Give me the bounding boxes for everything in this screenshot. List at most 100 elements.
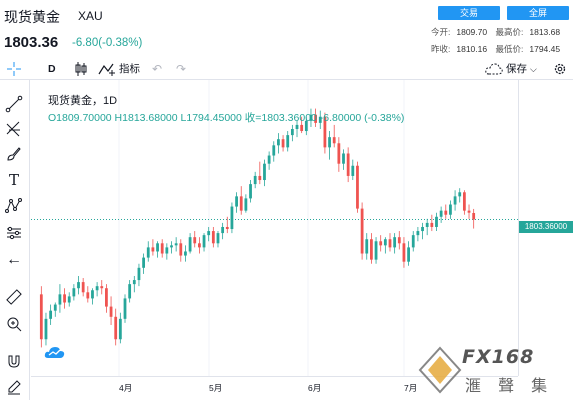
candle bbox=[114, 308, 118, 346]
candle bbox=[58, 284, 62, 313]
open-value: 1809.70 bbox=[456, 27, 488, 37]
candle-body bbox=[142, 257, 145, 268]
back-arrow-icon[interactable]: ← bbox=[6, 251, 22, 268]
brush-icon[interactable] bbox=[4, 144, 24, 164]
candle-body bbox=[235, 196, 238, 207]
candle bbox=[365, 233, 369, 260]
candle bbox=[351, 159, 355, 181]
fib-tool-icon[interactable] bbox=[4, 119, 24, 139]
candle bbox=[458, 188, 462, 203]
magnet-icon[interactable] bbox=[4, 351, 24, 371]
candle-body bbox=[356, 165, 359, 209]
candle-body bbox=[146, 247, 150, 258]
candle-body bbox=[286, 135, 290, 148]
cloud-icon[interactable] bbox=[484, 61, 504, 77]
candle bbox=[100, 280, 104, 295]
chart-toolbar: D 指标 ↶ ↷ 保存 ⌵ bbox=[0, 58, 573, 80]
chart-legend-ohlc: O1809.70000 H1813.68000 L1794.45000 收=18… bbox=[48, 112, 405, 124]
low-label: 最低价: bbox=[495, 44, 524, 54]
candle-body bbox=[304, 120, 308, 132]
candle bbox=[300, 116, 304, 134]
settings-gear-icon[interactable] bbox=[553, 61, 567, 77]
crosshair-icon[interactable] bbox=[5, 60, 23, 78]
candle bbox=[216, 231, 220, 248]
candle bbox=[383, 237, 387, 254]
candle bbox=[211, 226, 215, 248]
candle bbox=[309, 108, 313, 127]
lock-pencil-icon[interactable] bbox=[4, 377, 24, 397]
quote-row-2: 昨收: 1810.16 最低价: 1794.45 bbox=[431, 43, 566, 55]
candle-body bbox=[156, 243, 159, 252]
candle-body bbox=[63, 294, 66, 303]
month-label-apr: 4月 bbox=[119, 383, 133, 393]
candle bbox=[253, 171, 257, 189]
candle bbox=[281, 135, 285, 152]
symbol-header: 现货黄金 XAU 1803.36 -6.80(-0.38%) 交易 全屏 今开:… bbox=[0, 0, 573, 58]
candle bbox=[449, 200, 452, 219]
undo-icon[interactable]: ↶ bbox=[152, 62, 163, 76]
candle-body bbox=[383, 239, 387, 246]
candle-body bbox=[281, 139, 285, 148]
interval-button[interactable]: D bbox=[48, 63, 56, 75]
candle bbox=[425, 218, 429, 236]
ruler-icon[interactable] bbox=[4, 287, 24, 307]
fullscreen-button[interactable]: 全屏 bbox=[507, 6, 569, 20]
candle bbox=[462, 190, 466, 215]
candle bbox=[439, 206, 443, 223]
trend-line-icon[interactable] bbox=[4, 94, 24, 114]
candle-body bbox=[323, 116, 327, 148]
time-axis[interactable] bbox=[31, 376, 518, 400]
candle bbox=[472, 208, 476, 229]
candle bbox=[304, 116, 308, 136]
candle-style-icon[interactable] bbox=[74, 61, 88, 77]
candle-body bbox=[421, 226, 424, 232]
candle-body bbox=[216, 233, 220, 244]
price-axis[interactable] bbox=[518, 80, 573, 376]
candle bbox=[453, 190, 457, 211]
candle bbox=[160, 239, 164, 258]
month-label-jul: 7月 bbox=[404, 383, 418, 393]
candle bbox=[221, 222, 225, 240]
trade-button[interactable]: 交易 bbox=[438, 6, 500, 20]
candle-body bbox=[318, 116, 322, 123]
text-tool-icon[interactable]: T bbox=[8, 171, 19, 189]
zoom-in-icon[interactable] bbox=[4, 314, 24, 334]
save-button[interactable]: 保存 bbox=[506, 63, 527, 75]
redo-icon[interactable]: ↷ bbox=[176, 62, 187, 76]
candle bbox=[411, 231, 415, 252]
indicators-button[interactable]: 指标 bbox=[119, 63, 140, 75]
measure-icon[interactable] bbox=[4, 223, 24, 243]
candle bbox=[342, 149, 345, 170]
candle bbox=[81, 278, 85, 297]
candle-body bbox=[435, 216, 438, 227]
candle-body bbox=[58, 294, 62, 305]
candle bbox=[118, 312, 122, 344]
candle bbox=[239, 186, 243, 215]
price-chart[interactable] bbox=[31, 80, 518, 376]
month-label-may: 5月 bbox=[209, 383, 223, 393]
save-dropdown-icon[interactable]: ⌵ bbox=[530, 64, 537, 74]
open-label: 今开: bbox=[431, 27, 451, 37]
price-change: -6.80(-0.38%) bbox=[72, 37, 143, 49]
candle bbox=[128, 280, 132, 303]
candle-body bbox=[439, 210, 443, 217]
candle-body bbox=[188, 237, 192, 252]
candle bbox=[225, 216, 229, 234]
candle-body bbox=[239, 196, 243, 211]
candle-body bbox=[225, 226, 229, 230]
candle-body bbox=[100, 286, 104, 289]
fx168-watermark-logo bbox=[418, 346, 462, 394]
symbol-name: 现货黄金 bbox=[4, 9, 60, 25]
candle-body bbox=[118, 318, 122, 340]
indicators-icon[interactable] bbox=[98, 61, 116, 77]
candle-body bbox=[211, 231, 215, 244]
candle-body bbox=[160, 243, 164, 254]
candle-body bbox=[221, 226, 225, 234]
drawing-toolbar: T ← bbox=[0, 80, 30, 400]
candle-body bbox=[328, 137, 331, 148]
candle-body bbox=[402, 243, 406, 262]
candle-body bbox=[151, 247, 155, 252]
pattern-icon[interactable] bbox=[4, 196, 24, 216]
quote-row-1: 今开: 1809.70 最高价: 1813.68 bbox=[431, 26, 566, 38]
candle bbox=[179, 239, 183, 262]
